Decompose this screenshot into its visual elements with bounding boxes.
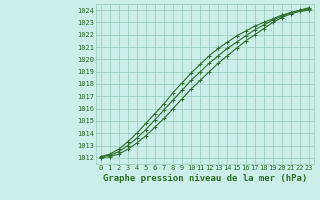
X-axis label: Graphe pression niveau de la mer (hPa): Graphe pression niveau de la mer (hPa)	[103, 174, 307, 183]
